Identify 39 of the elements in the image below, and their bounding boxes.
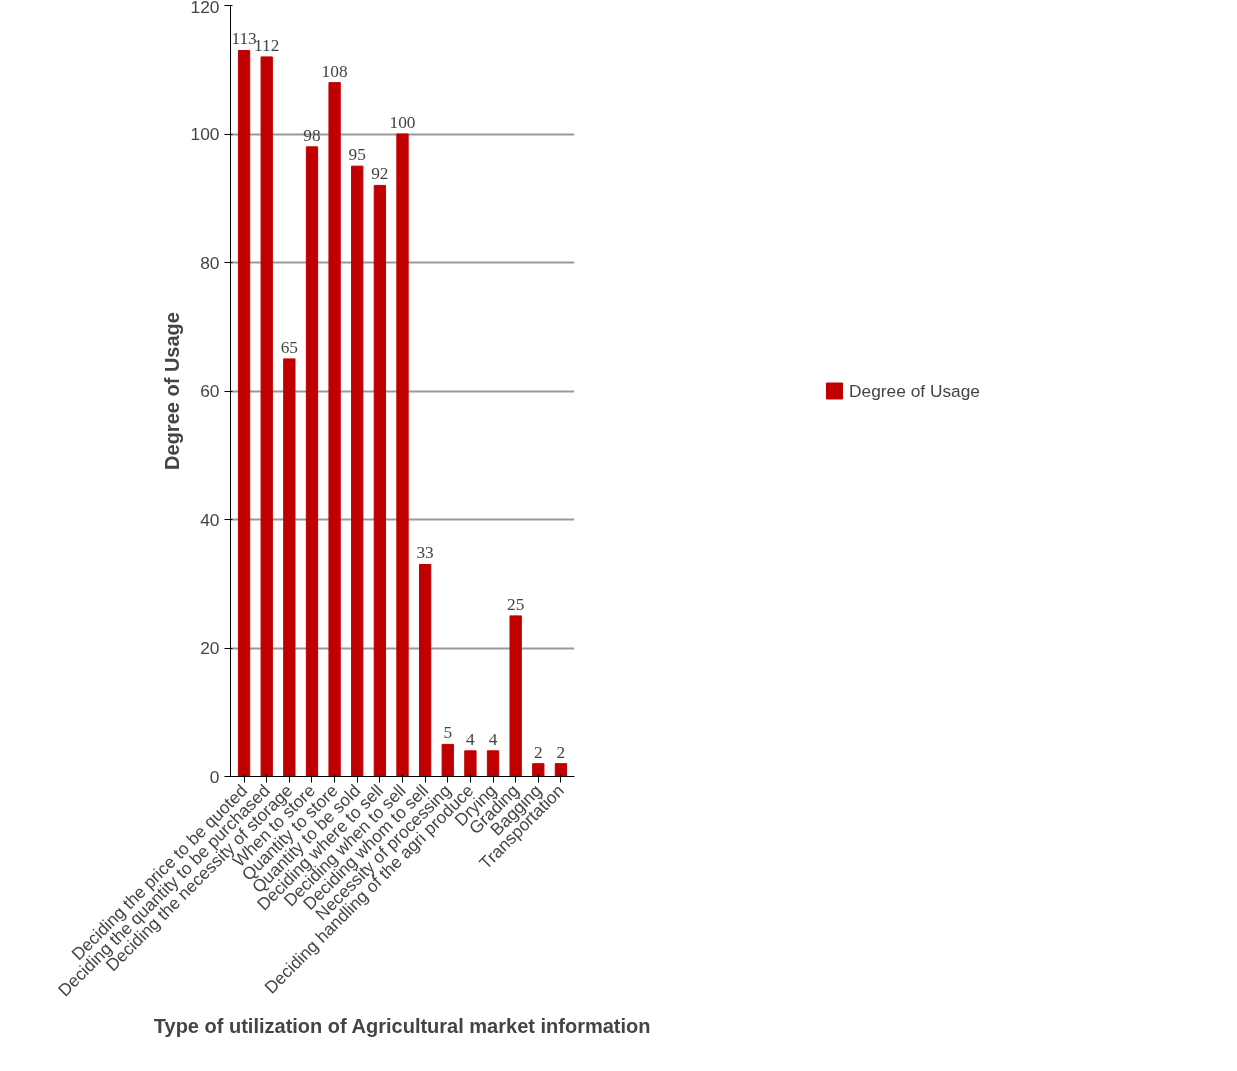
bar xyxy=(283,358,296,777)
bar xyxy=(464,750,477,777)
x-axis-title: Type of utilization of Agricultural market information xyxy=(153,1015,651,1038)
y-tick-label: 80 xyxy=(200,252,220,273)
y-tick-label: 100 xyxy=(190,124,220,144)
bar xyxy=(237,49,251,777)
bar xyxy=(532,763,545,777)
data-label: 25 xyxy=(506,594,525,614)
data-label: 4 xyxy=(466,729,476,749)
y-tick-label: 20 xyxy=(200,638,220,658)
data-label: 92 xyxy=(371,164,389,184)
y-tick-label: 0 xyxy=(209,766,220,787)
bar xyxy=(396,133,409,777)
y-axis-title: Degree of Usage xyxy=(160,312,183,470)
data-label: 113 xyxy=(231,29,257,49)
data-label: 5 xyxy=(443,723,453,743)
y-tick-label: 40 xyxy=(200,509,220,530)
y-tick-label: 60 xyxy=(200,381,220,401)
data-label: 33 xyxy=(416,543,434,563)
bar xyxy=(351,165,364,777)
data-label: 2 xyxy=(556,742,566,762)
bar xyxy=(441,743,454,777)
data-label: 108 xyxy=(321,61,348,81)
data-label: 95 xyxy=(348,145,366,165)
data-label: 100 xyxy=(389,113,416,132)
data-label: 65 xyxy=(280,337,299,357)
legend-label: Degree of Usage xyxy=(848,380,981,401)
bar xyxy=(373,184,387,777)
y-tick-label: 120 xyxy=(190,0,220,17)
bar xyxy=(260,56,273,777)
bar xyxy=(328,82,341,777)
bar xyxy=(509,615,522,777)
data-label: 4 xyxy=(488,729,498,749)
bar xyxy=(305,146,319,777)
data-label: 98 xyxy=(303,125,321,145)
bar xyxy=(554,763,568,777)
bar xyxy=(486,750,500,777)
data-label: 2 xyxy=(533,742,543,762)
bar xyxy=(418,563,432,777)
